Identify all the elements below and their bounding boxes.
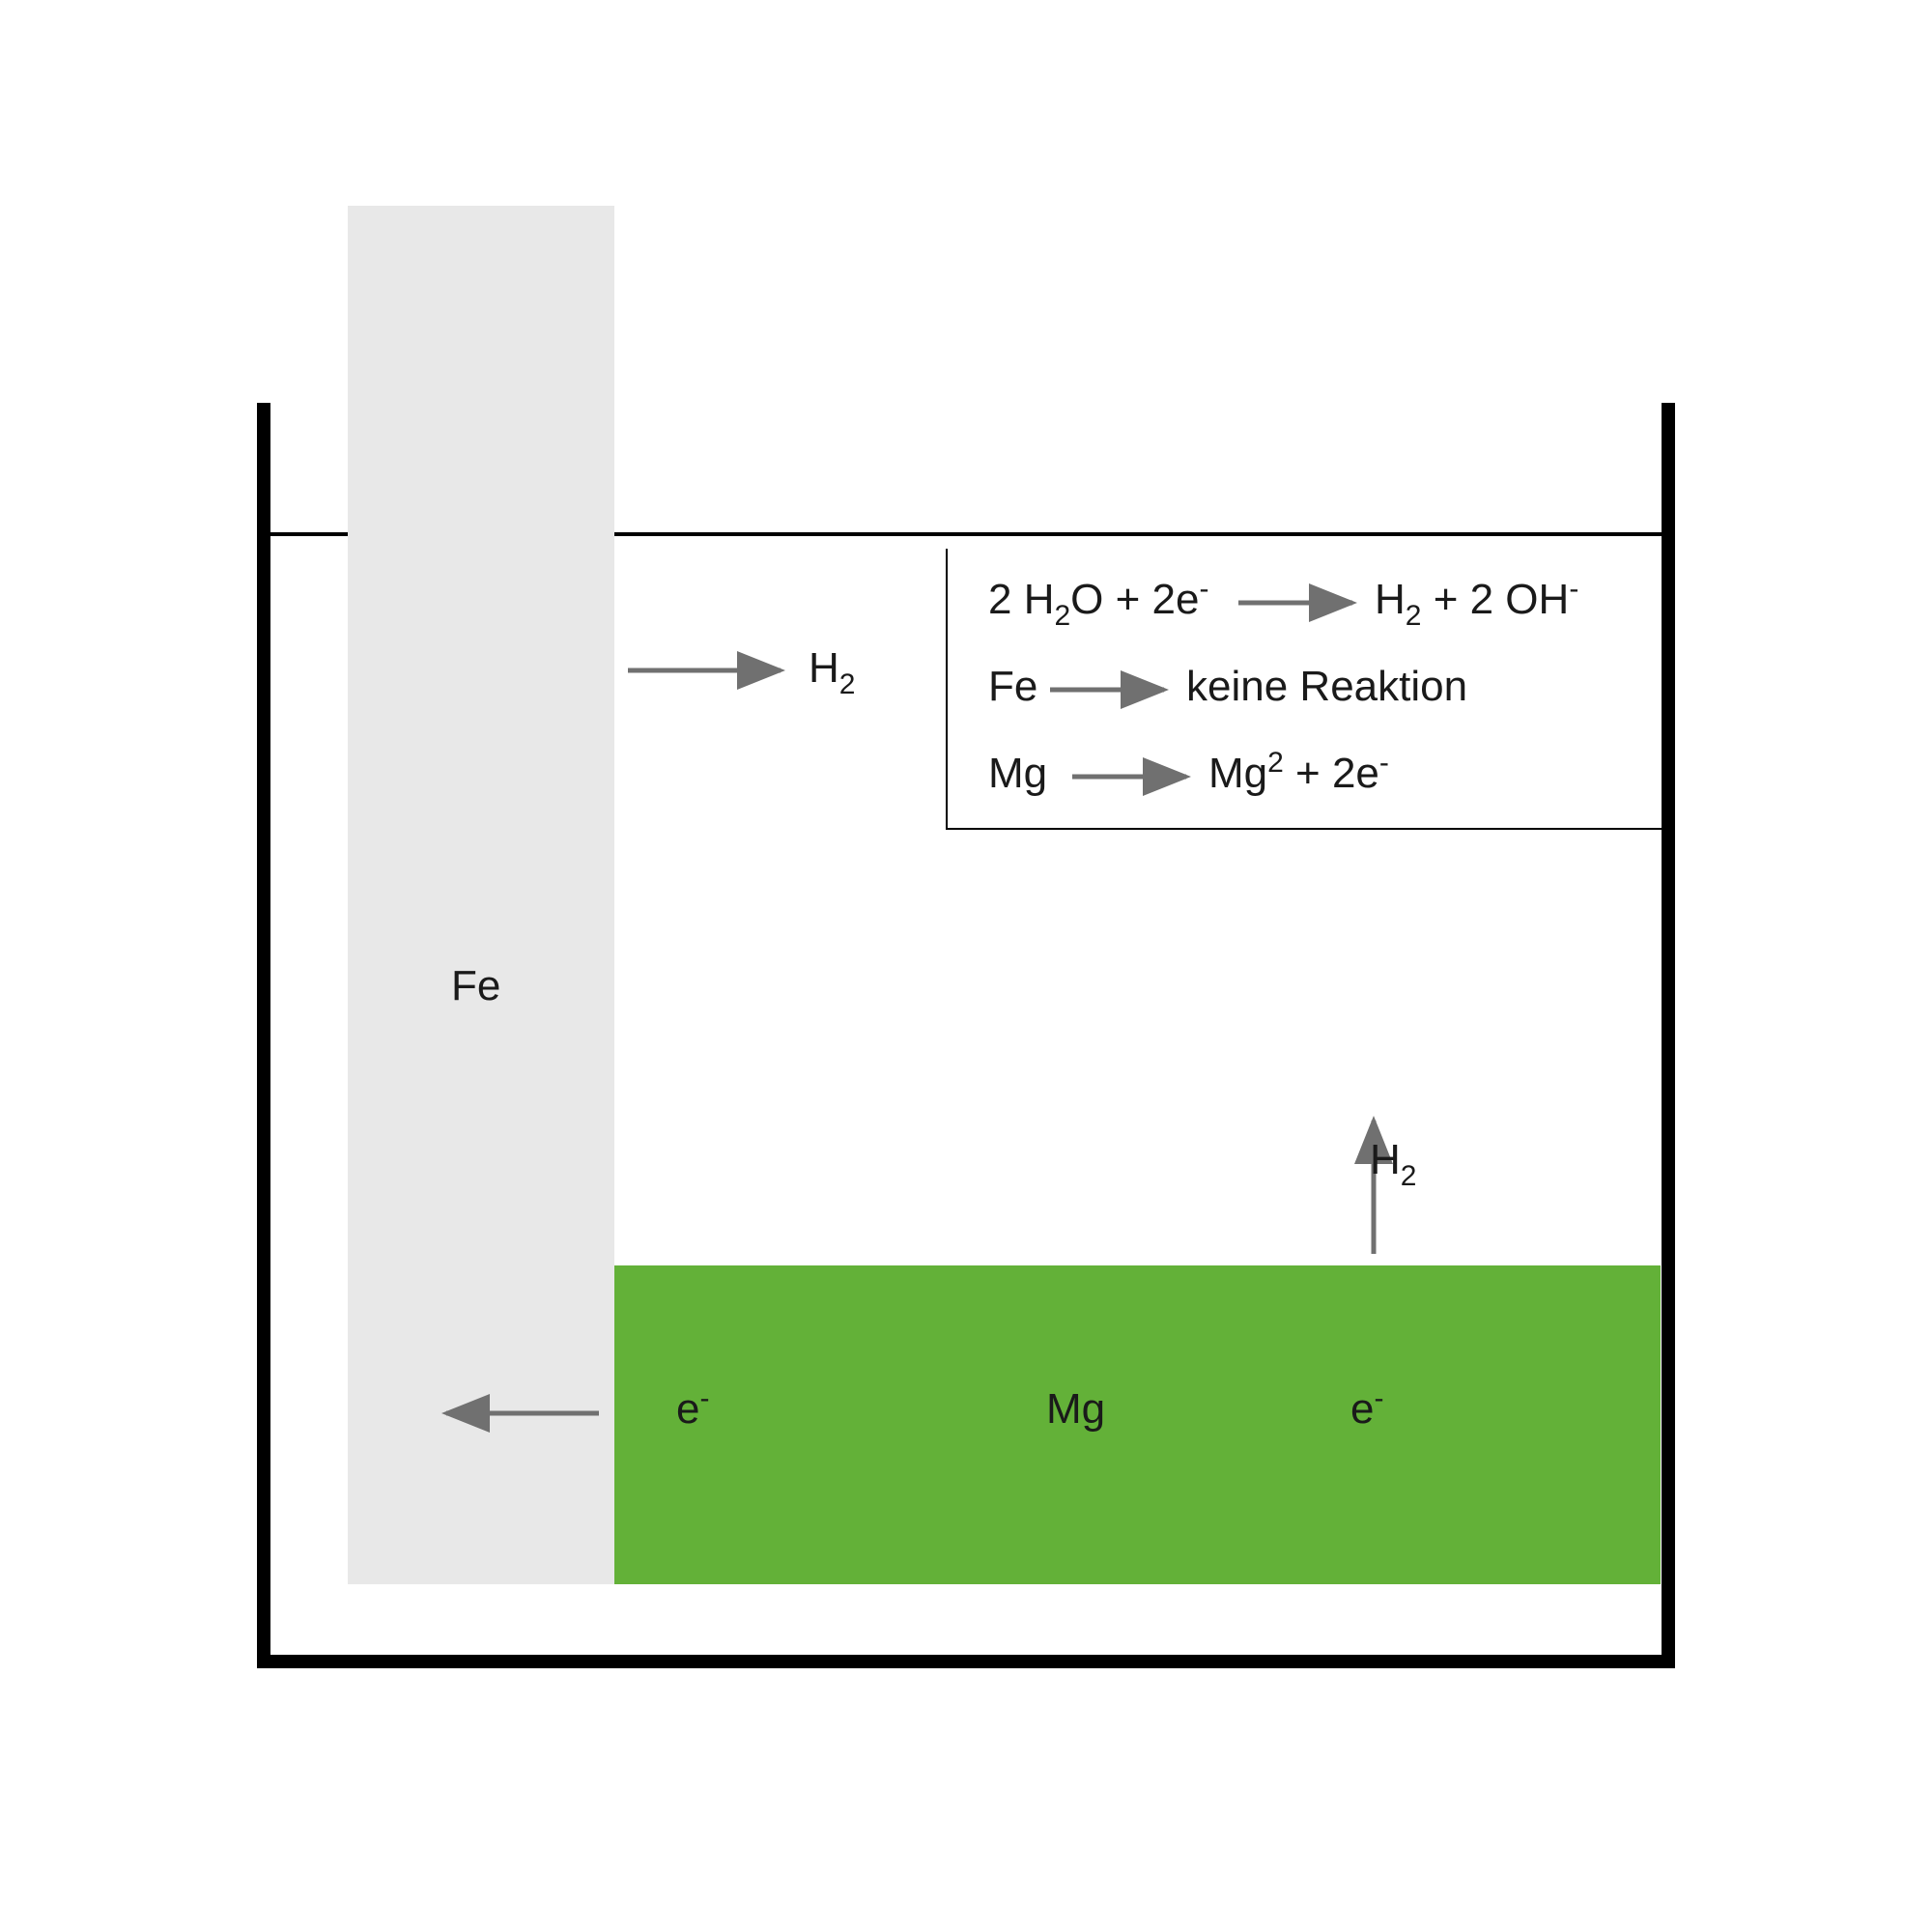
eq2-lhs: Fe [988,663,1037,710]
eq3-lhs: Mg [988,750,1047,797]
eq2-rhs: keine Reaktion [1186,663,1467,710]
eq1-lhs: 2 H2O + 2e- [988,573,1208,632]
fe-block [348,206,614,1584]
eq1-rhs: H2 + 2 OH- [1375,573,1578,632]
mg-block [614,1265,1661,1584]
label-fe: Fe [451,962,500,1009]
eq3-rhs: Mg2 + 2e- [1208,747,1389,797]
label-mg: Mg [1046,1385,1105,1433]
canvas-bg [0,0,1932,1932]
